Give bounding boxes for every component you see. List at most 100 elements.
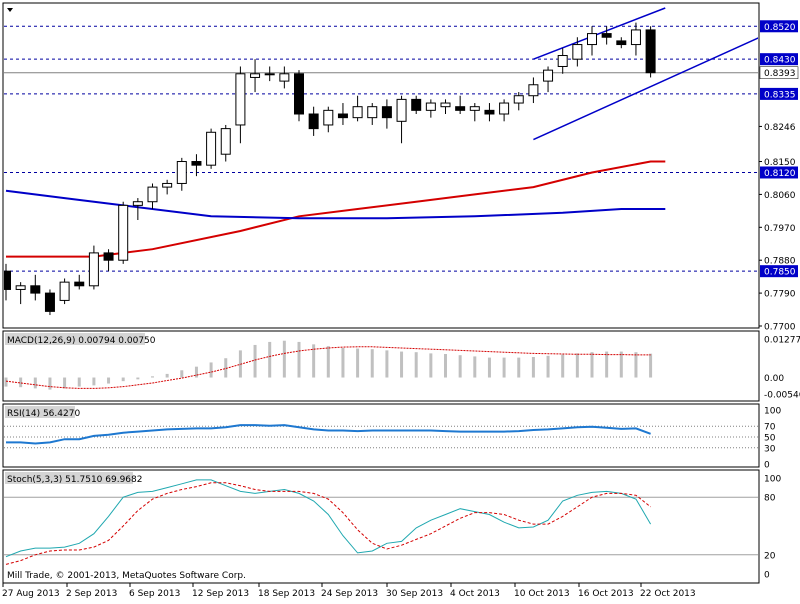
current-price-tag: [759, 66, 799, 79]
price-axis-label: 0.7970: [764, 224, 796, 234]
macd-histogram-bar: [590, 352, 594, 378]
price-axis-label: 0.8060: [764, 191, 796, 201]
candle-body: [601, 33, 612, 38]
copyright-text: Mill Trade, © 2001-2013, MetaQuotes Soft…: [7, 571, 246, 581]
macd-axis-label: 0.01277: [764, 336, 800, 346]
stoch-signal-line: [5, 482, 651, 565]
macd-histogram-bar: [194, 366, 198, 378]
macd-histogram-bar: [487, 357, 491, 378]
price-level-label: 0.7850: [764, 268, 796, 278]
time-axis-label: 22 Oct 2013: [640, 589, 696, 599]
macd-histogram-bar: [224, 358, 228, 378]
candle-body: [572, 44, 583, 60]
macd-histogram-bar: [297, 341, 301, 378]
candle-body: [4, 270, 11, 290]
macd-histogram-bar: [253, 344, 257, 378]
stoch-layer: [4, 479, 758, 565]
axis-layer: 0.8520 0.8430 0.8393 0.8335 0.8246 0.81500.81…: [2, 20, 800, 599]
candle-body: [118, 204, 129, 261]
candle-body: [206, 131, 217, 166]
candle-body: [103, 252, 114, 261]
macd-histogram-bar: [268, 341, 272, 378]
candle-body: [513, 95, 524, 104]
rsi-axis-label: 100: [764, 407, 781, 417]
price-axis-label: 0.7700: [764, 323, 796, 333]
macd-histogram-bar: [400, 351, 404, 378]
candle-body: [220, 128, 231, 155]
candle-body: [528, 84, 539, 97]
candle-body: [367, 106, 378, 119]
macd-histogram-bar: [92, 377, 96, 386]
price-level-label: 0.8120: [764, 169, 796, 179]
macd-axis-label: -0.00546: [764, 391, 800, 401]
rsi-axis-label: 0: [764, 461, 770, 471]
candle-body: [147, 186, 158, 203]
moving-average-line: [5, 189, 666, 220]
candle-body: [250, 73, 261, 78]
macd-axis-label: 0.00: [764, 374, 784, 384]
candle-body: [294, 73, 304, 115]
candle-body: [630, 29, 641, 46]
macd-histogram-bar: [282, 340, 286, 378]
macd-histogram-bar: [605, 351, 609, 378]
candle-body: [645, 29, 656, 74]
candle-body: [425, 102, 436, 111]
rsi-axis-label: 50: [764, 434, 776, 444]
macd-histogram-bar: [531, 357, 535, 378]
candle-body: [132, 201, 143, 206]
candle-body: [59, 281, 70, 301]
macd-histogram-bar: [429, 353, 433, 378]
macd-histogram-bar: [341, 347, 345, 378]
candle-body: [308, 113, 319, 130]
macd-layer: [4, 340, 653, 390]
macd-signal-line: [5, 346, 651, 389]
macd-histogram-bar: [326, 346, 330, 378]
current-price-label: 0.8393: [764, 69, 796, 79]
stoch-title-bg: [5, 472, 133, 484]
moving-average-line: [6, 160, 666, 258]
trend-line: [533, 7, 666, 60]
candle-body: [587, 33, 597, 46]
trend-line: [533, 37, 758, 141]
macd-histogram-bar: [444, 353, 447, 378]
macd-histogram-bar: [649, 353, 653, 378]
rsi-title: RSI(14) 56.4270: [7, 409, 80, 419]
candle-body: [381, 106, 392, 119]
macd-histogram-bar: [575, 353, 579, 378]
candle-body: [484, 109, 495, 115]
candle-body: [455, 106, 466, 111]
price-level-tag: [760, 166, 798, 179]
price-level-tag: [760, 20, 798, 33]
macd-histogram-bar: [136, 377, 140, 380]
macd-histogram-bar: [312, 344, 316, 378]
price-axis-label: 0.8246: [764, 123, 796, 133]
stoch-axis-label: 80: [764, 494, 776, 504]
price-level-tag: [760, 87, 798, 100]
candle-body: [352, 106, 363, 119]
stoch-main-line: [5, 479, 652, 558]
rsi-axis-label: 30: [764, 444, 776, 454]
price-axis-label: 0.7880: [764, 257, 796, 267]
candle-body: [176, 161, 187, 184]
candle-body: [440, 102, 451, 108]
macd-histogram-bar: [107, 377, 111, 384]
macd-title-bg: [5, 333, 145, 345]
price-level-label: 0.8430: [764, 56, 796, 66]
macd-histogram-bar: [619, 351, 623, 378]
time-axis-label: 30 Sep 2013: [386, 589, 443, 599]
stoch-axis-label: 0: [764, 571, 770, 581]
macd-title: MACD(12,26,9) 0.00794 0.00750: [7, 336, 156, 346]
macd-histogram-bar: [77, 377, 81, 387]
macd-histogram-bar: [546, 355, 550, 378]
candle-body: [88, 252, 99, 287]
candle-body: [396, 98, 407, 122]
chart-menu-arrow-icon[interactable]: [7, 8, 13, 12]
candle-body: [411, 98, 422, 111]
macd-histogram-bar: [48, 377, 52, 390]
candle-body: [323, 109, 334, 126]
macd-histogram-bar: [19, 377, 23, 388]
macd-histogram-bar: [165, 373, 169, 378]
price-axis-label: 0.7790: [764, 290, 796, 300]
time-axis-label: 27 Aug 2013: [2, 589, 60, 599]
